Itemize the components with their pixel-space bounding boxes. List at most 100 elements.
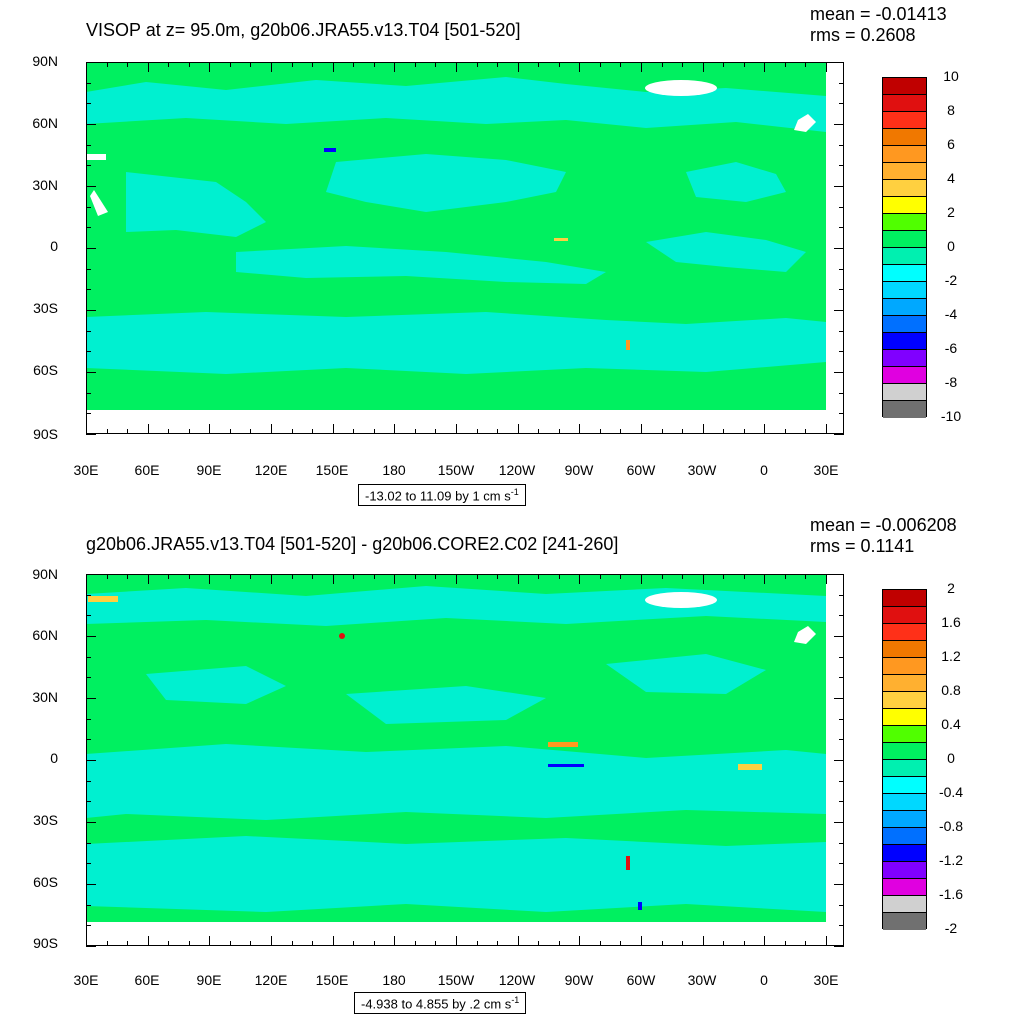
plot-title: g20b06.JRA55.v13.T04 [501-520] - g20b06.… bbox=[86, 534, 619, 554]
colorbar-label: -10 bbox=[940, 408, 962, 424]
lon-label: 0 bbox=[760, 462, 768, 478]
x-tick bbox=[517, 424, 519, 434]
x-tick bbox=[661, 574, 663, 579]
y-tick bbox=[839, 330, 844, 332]
y-tick bbox=[839, 677, 844, 679]
x-tick bbox=[312, 574, 314, 579]
contour-map bbox=[86, 62, 826, 434]
x-tick bbox=[373, 941, 375, 946]
x-tick bbox=[826, 424, 827, 434]
contour-range-label: -4.938 to 4.855 by .2 cm s-1 bbox=[354, 992, 527, 1015]
x-tick bbox=[106, 941, 108, 946]
x-tick bbox=[702, 62, 704, 72]
lat-label: 0 bbox=[50, 238, 58, 254]
lat-label: 30S bbox=[33, 300, 58, 316]
x-tick bbox=[723, 429, 725, 434]
colorbar-label: -0.4 bbox=[938, 784, 964, 800]
colorbar-label: -1.2 bbox=[938, 852, 964, 868]
x-tick bbox=[702, 936, 704, 946]
colorbar-label: -0.8 bbox=[938, 818, 964, 834]
lon-label: 30W bbox=[687, 972, 717, 988]
x-tick bbox=[620, 62, 622, 67]
x-tick bbox=[271, 62, 272, 72]
x-tick bbox=[743, 941, 745, 946]
lon-label: 90E bbox=[196, 972, 222, 988]
y-tick bbox=[839, 165, 844, 167]
x-tick bbox=[661, 429, 663, 434]
stats-box: mean = -0.006208 rms = 0.1141 bbox=[810, 515, 957, 557]
y-tick bbox=[86, 739, 91, 741]
y-tick bbox=[86, 165, 91, 167]
lon-label: 150E bbox=[315, 462, 349, 478]
colorbar-label: 1.6 bbox=[941, 614, 961, 630]
x-tick bbox=[271, 424, 272, 434]
colorbar-label: -2 bbox=[944, 920, 958, 936]
y-tick bbox=[86, 124, 96, 125]
lat-label: 90N bbox=[32, 566, 58, 582]
x-tick bbox=[764, 62, 766, 72]
lat-label: 30N bbox=[32, 177, 58, 193]
x-tick bbox=[435, 941, 437, 946]
lon-label: 30E bbox=[813, 462, 839, 478]
x-tick bbox=[784, 429, 786, 434]
x-tick bbox=[373, 429, 375, 434]
x-tick bbox=[188, 941, 190, 946]
x-tick bbox=[209, 936, 211, 946]
x-tick bbox=[641, 574, 642, 584]
lon-label: 180 bbox=[382, 462, 406, 478]
x-tick bbox=[456, 574, 457, 584]
lon-label: 120W bbox=[498, 462, 536, 478]
x-tick bbox=[414, 429, 416, 434]
x-tick bbox=[291, 429, 293, 434]
x-tick bbox=[517, 936, 519, 946]
y-tick bbox=[839, 925, 844, 927]
x-tick bbox=[127, 62, 129, 67]
y-tick bbox=[86, 62, 96, 63]
x-tick bbox=[312, 429, 314, 434]
y-tick bbox=[86, 677, 91, 679]
colorbar-label: 0 bbox=[947, 750, 955, 766]
x-tick bbox=[620, 574, 622, 579]
colorbar bbox=[882, 589, 927, 930]
x-tick bbox=[682, 429, 684, 434]
colorbar bbox=[882, 77, 927, 418]
y-tick bbox=[834, 434, 844, 435]
y-tick bbox=[834, 760, 844, 761]
x-tick bbox=[743, 574, 745, 579]
x-tick bbox=[620, 429, 622, 434]
y-tick bbox=[839, 227, 844, 229]
y-tick bbox=[86, 434, 96, 435]
x-tick bbox=[764, 424, 766, 434]
y-tick bbox=[834, 124, 844, 125]
plot-border bbox=[86, 574, 844, 946]
x-tick bbox=[332, 936, 334, 946]
x-tick bbox=[764, 936, 766, 946]
mean-value: mean = -0.006208 bbox=[810, 515, 957, 535]
y-tick bbox=[834, 310, 844, 311]
y-tick bbox=[839, 103, 844, 105]
x-tick bbox=[271, 936, 272, 946]
x-tick bbox=[682, 62, 684, 67]
y-tick bbox=[839, 144, 844, 146]
y-tick bbox=[834, 822, 844, 823]
x-tick bbox=[209, 424, 211, 434]
x-tick bbox=[373, 574, 375, 579]
colorbar-label: 4 bbox=[947, 170, 955, 186]
colorbar-label: 2 bbox=[947, 580, 955, 596]
x-tick bbox=[764, 574, 766, 584]
y-tick bbox=[839, 289, 844, 291]
x-tick bbox=[229, 574, 231, 579]
x-tick bbox=[805, 574, 807, 579]
y-tick bbox=[86, 801, 91, 803]
y-tick bbox=[839, 392, 844, 394]
y-tick bbox=[86, 656, 91, 658]
y-tick bbox=[839, 780, 844, 782]
lon-label: 120E bbox=[254, 462, 288, 478]
x-tick bbox=[353, 62, 355, 67]
x-tick bbox=[743, 429, 745, 434]
y-tick bbox=[86, 780, 91, 782]
lat-label: 90N bbox=[32, 53, 58, 69]
lon-label: 120W bbox=[498, 972, 536, 988]
x-tick bbox=[723, 574, 725, 579]
x-tick bbox=[394, 62, 396, 72]
